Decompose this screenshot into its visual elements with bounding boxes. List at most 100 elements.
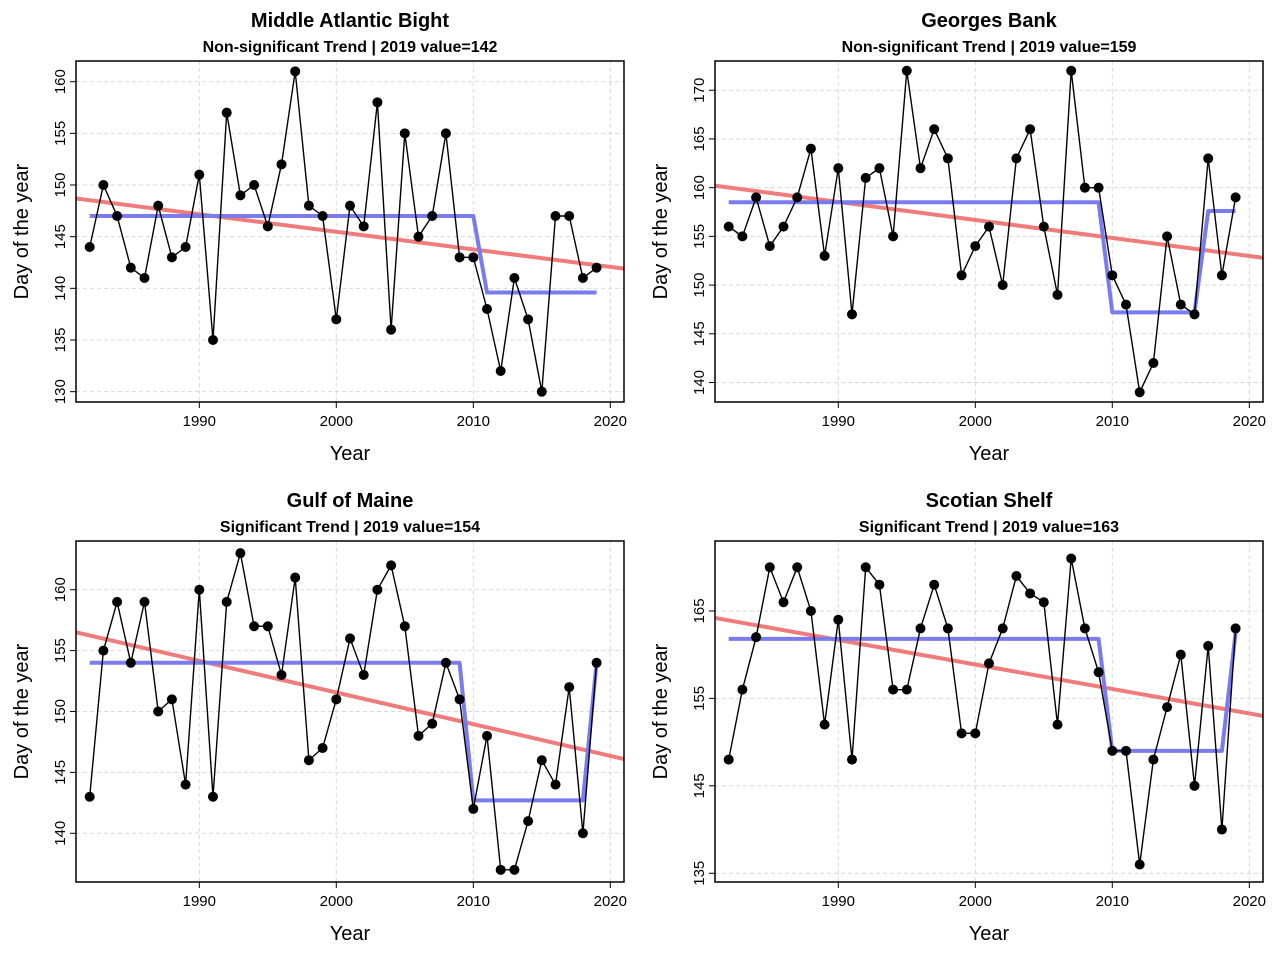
chart-subtitle: Non-significant Trend | 2019 value=142	[203, 39, 498, 56]
data-point	[1148, 358, 1159, 369]
y-tick-label: 135	[52, 327, 69, 352]
data-point	[358, 221, 369, 232]
data-point	[1175, 299, 1186, 310]
data-point	[792, 192, 803, 203]
y-tick-label: 130	[52, 379, 69, 404]
data-point	[482, 730, 492, 741]
data-point	[166, 252, 177, 263]
x-tick-label: 2020	[1233, 413, 1266, 430]
data-point	[819, 719, 830, 730]
data-point	[751, 192, 762, 203]
data-point	[591, 262, 602, 273]
data-point	[153, 200, 164, 211]
y-axis-label: Day of the year	[650, 643, 672, 779]
data-point	[1093, 667, 1104, 678]
x-tick-label: 2010	[1096, 893, 1129, 910]
chart-georges-bank: Georges Bank Non-significant Trend | 2019…	[650, 10, 1266, 465]
data-point	[1148, 754, 1159, 765]
data-point	[929, 124, 940, 135]
y-axis-label: Day of the year	[11, 643, 33, 779]
data-point	[1038, 221, 1049, 232]
step-line	[89, 214, 597, 295]
data-point	[737, 231, 748, 242]
data-point	[523, 314, 534, 325]
y-tick-label: 155	[52, 638, 69, 663]
data-point	[454, 252, 465, 263]
data-point	[262, 221, 273, 232]
data-point	[331, 694, 342, 705]
series-line	[728, 558, 1237, 865]
trend-line	[76, 196, 624, 271]
y-tick-label: 135	[691, 861, 708, 886]
data-point	[1134, 859, 1145, 870]
data-point	[1121, 299, 1131, 310]
data-point	[1203, 640, 1214, 651]
data-point	[536, 755, 547, 766]
data-point	[778, 221, 789, 232]
data-point	[915, 623, 926, 634]
y-tick-label: 150	[691, 273, 708, 298]
y-tick-label: 150	[52, 172, 69, 197]
data-point	[723, 221, 734, 232]
x-tick-label: 1990	[822, 893, 855, 910]
data-point	[345, 633, 355, 644]
data-point	[440, 657, 451, 668]
data-point	[413, 730, 424, 741]
chart-middle-atlantic-bight: Middle Atlantic Bight Non-significant Tre…	[11, 10, 627, 465]
y-tick-label: 160	[52, 69, 69, 94]
data-point	[468, 252, 479, 263]
x-tick-label: 1990	[822, 413, 855, 430]
data-point	[482, 304, 492, 314]
y-tick-label: 145	[52, 760, 69, 785]
data-point	[262, 621, 273, 632]
x-tick-label: 1990	[183, 413, 216, 430]
series-line	[728, 70, 1237, 395]
data-point	[1203, 153, 1214, 164]
y-tick-label: 145	[691, 773, 708, 798]
data-point	[180, 779, 191, 790]
data-point	[112, 211, 123, 221]
data-point	[208, 791, 218, 802]
data-point	[221, 107, 232, 118]
data-point	[860, 562, 871, 573]
y-tick-label: 155	[691, 224, 708, 249]
data-point	[98, 645, 109, 656]
data-point	[523, 816, 534, 827]
data-point	[1230, 192, 1241, 203]
data-point	[153, 706, 164, 717]
data-point	[929, 579, 940, 590]
data-point	[180, 242, 191, 252]
x-tick-label: 2010	[457, 893, 490, 910]
data-point	[372, 584, 383, 595]
y-tick-label: 170	[691, 78, 708, 103]
data-point	[874, 163, 885, 174]
chart-scotian-shelf: Scotian Shelf Significant Trend | 2019 va…	[650, 490, 1266, 945]
y-tick-label: 165	[691, 126, 708, 151]
data-point	[1025, 124, 1036, 135]
plot-frame	[714, 60, 1264, 403]
plot-frame	[714, 540, 1264, 883]
data-point	[956, 270, 967, 281]
data-point	[970, 241, 981, 252]
x-axis-label: Year	[969, 923, 1010, 945]
data-point	[888, 684, 899, 695]
data-point	[1011, 570, 1022, 581]
data-point	[345, 200, 355, 211]
data-point	[847, 754, 857, 765]
x-tick-label: 2000	[959, 413, 992, 430]
y-tick-label: 155	[691, 686, 708, 711]
data-point	[874, 579, 885, 590]
chart-title: Georges Bank	[921, 10, 1057, 32]
data-point	[805, 605, 816, 616]
data-point	[723, 754, 734, 765]
data-point	[290, 66, 301, 77]
data-point	[591, 657, 602, 668]
data-point	[84, 242, 95, 252]
data-point	[495, 366, 506, 376]
data-point	[303, 755, 314, 766]
data-point	[942, 623, 953, 634]
plot-frame	[75, 60, 625, 403]
data-point	[1189, 780, 1200, 791]
data-point	[112, 596, 123, 607]
data-point	[1189, 309, 1200, 320]
